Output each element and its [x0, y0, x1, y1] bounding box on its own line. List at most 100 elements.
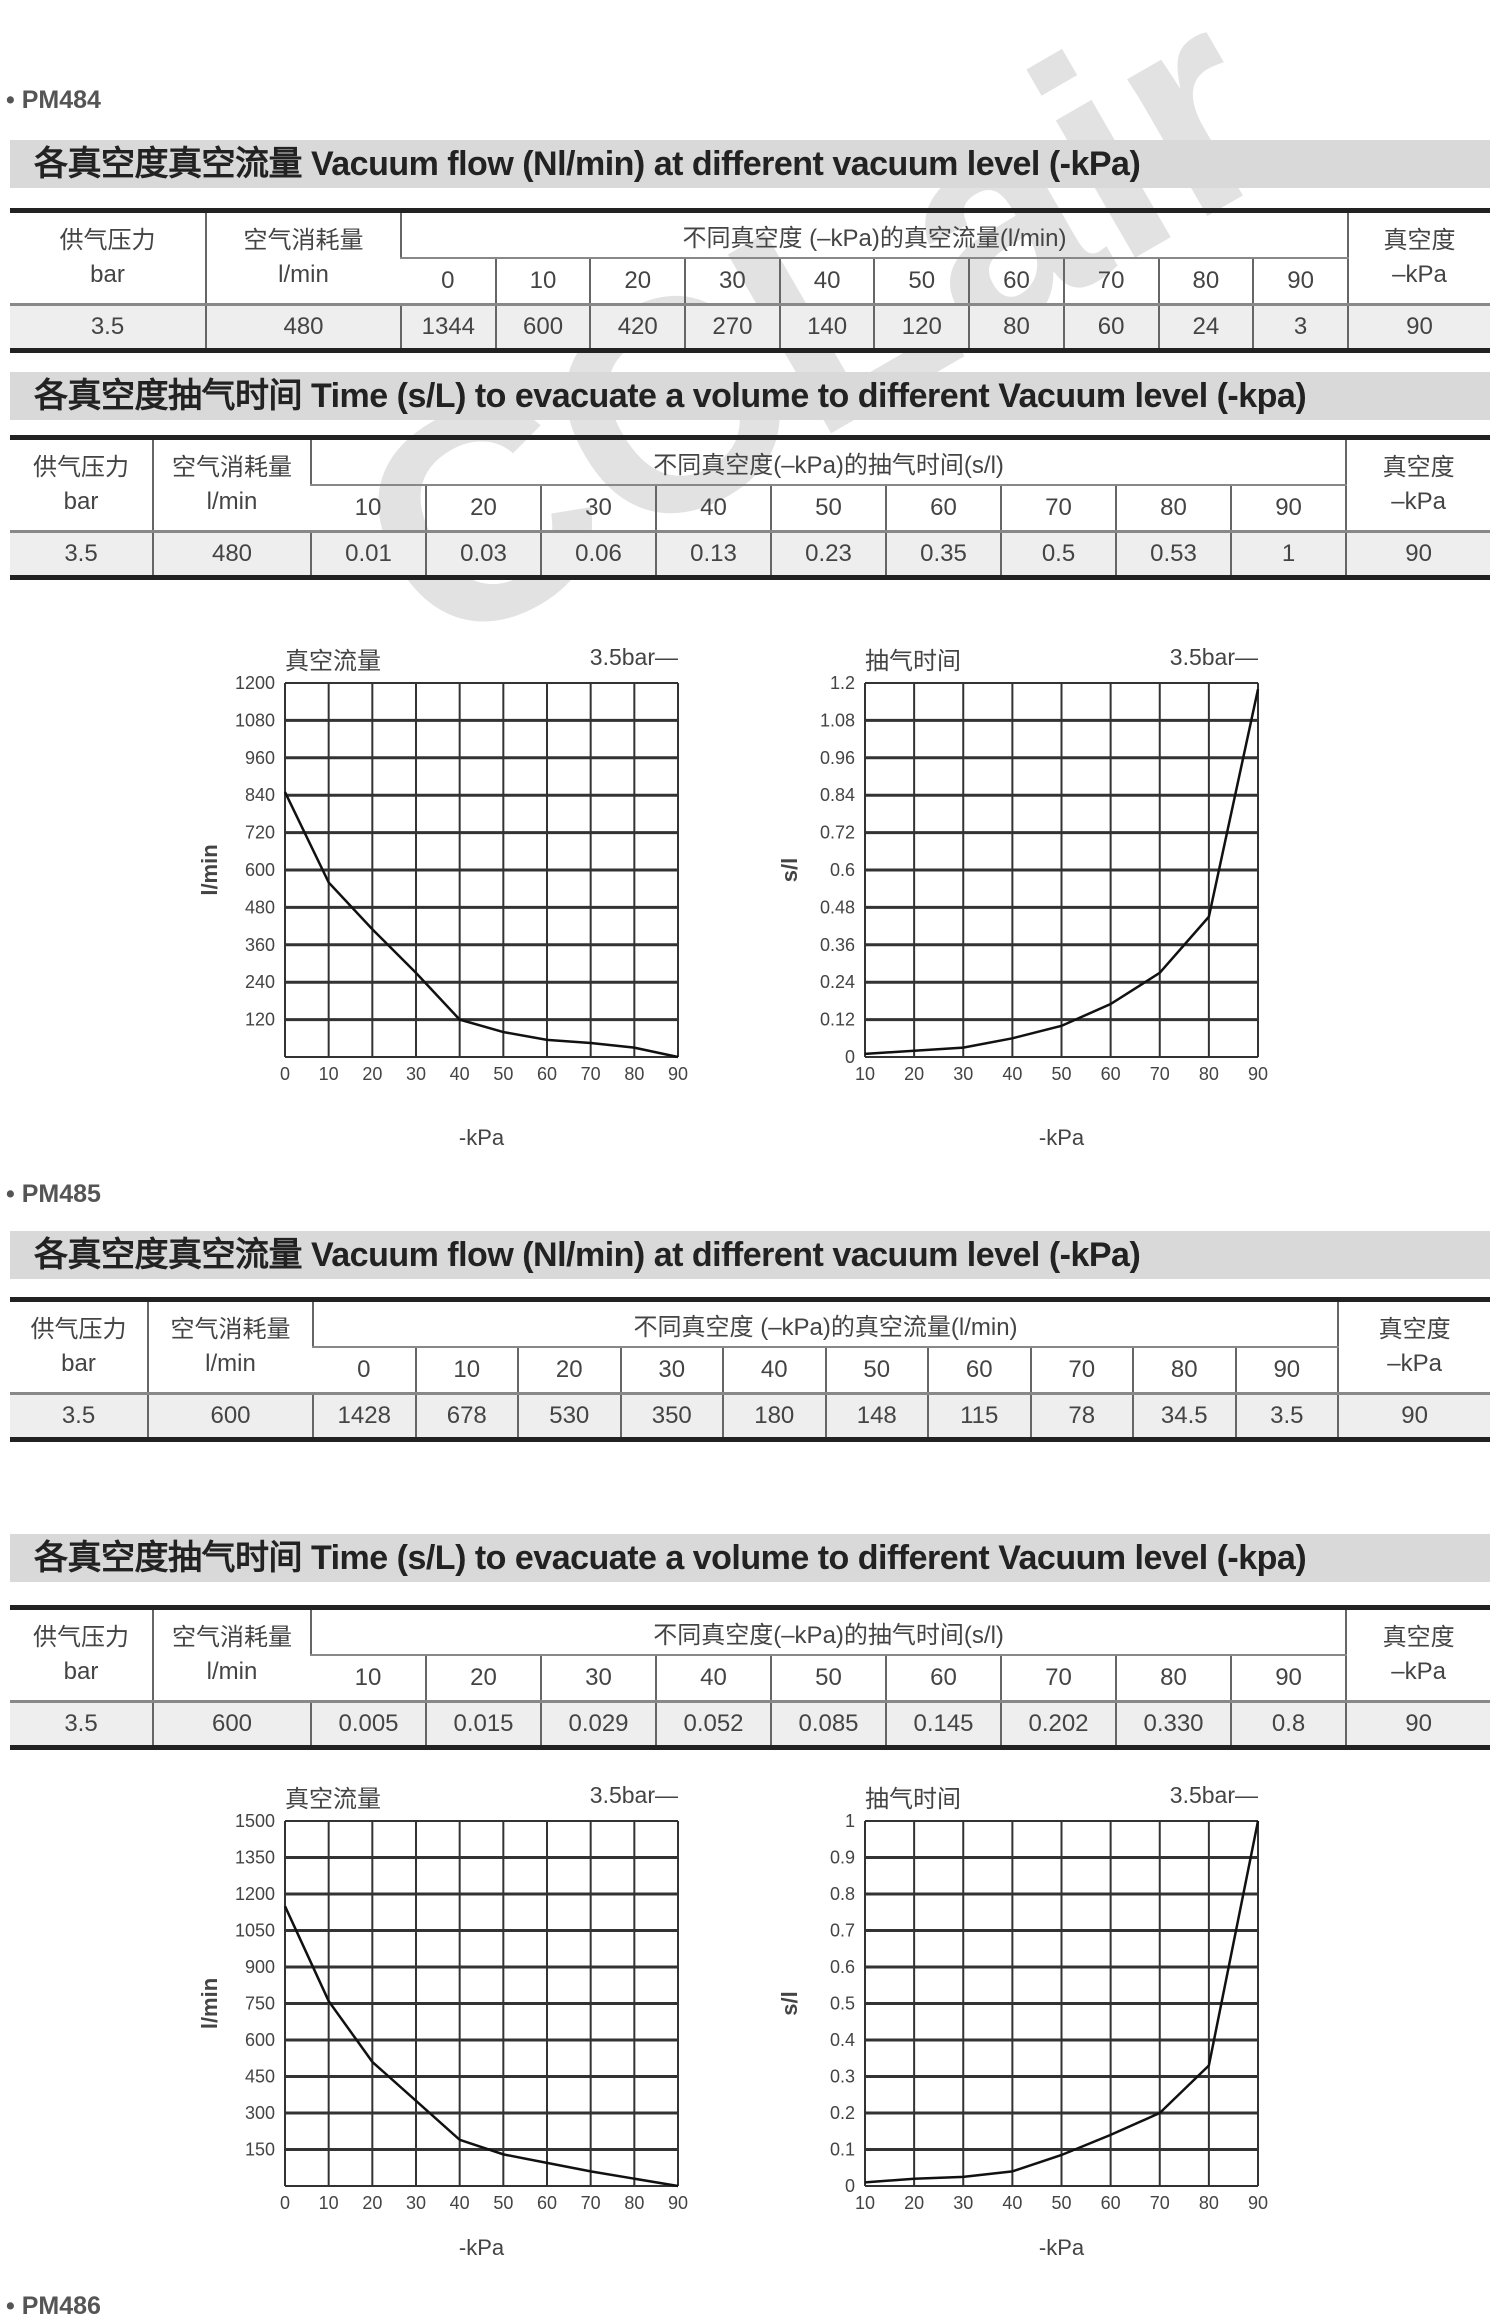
- air-consumption-cell: 600: [152, 1700, 311, 1748]
- x-tick-label: 90: [668, 2193, 688, 2213]
- x-tick-label: 10: [319, 2193, 339, 2213]
- vacuum-level-column-header: 40: [655, 1655, 771, 1702]
- y-tick-label: 0: [845, 1047, 855, 1067]
- header-label: 空气消耗量: [243, 227, 364, 254]
- y-tick-label: 0: [845, 2176, 855, 2196]
- value-cell: 678: [414, 1392, 518, 1440]
- vacuum-flow-table: 供气压力 bar 空气消耗量 l/min 不同真空度 (–kPa)的真空流量(l/min…: [10, 1297, 1491, 1442]
- vacuum-level-column-header: 30: [684, 258, 780, 305]
- air-consumption-cell: 600: [147, 1392, 313, 1440]
- y-tick-label: 240: [245, 972, 275, 992]
- vacuum-degree-cell: 90: [1345, 1700, 1491, 1748]
- supply-pressure-cell: 3.5: [10, 1700, 153, 1748]
- vacuum-flow-table: 供气压力 bar 空气消耗量 l/min 不同真空度 (–kPa)的真空流量(l/min…: [10, 208, 1490, 353]
- y-tick-label: 360: [245, 935, 275, 955]
- value-cell: 270: [684, 303, 780, 351]
- y-tick-label: 0.48: [820, 897, 855, 917]
- x-tick-label: 10: [855, 1064, 875, 1084]
- vacuum-level-column-header: 30: [619, 1347, 723, 1394]
- x-tick-label: 30: [953, 2193, 973, 2213]
- y-tick-label: 120: [245, 1010, 275, 1030]
- air-consumption-cell: 480: [152, 530, 311, 578]
- vacuum-level-column-header: 40: [722, 1347, 826, 1394]
- value-cell: 0.085: [770, 1700, 886, 1748]
- vacuum-level-column-header: 10: [354, 494, 382, 521]
- y-axis-label: s/l: [777, 858, 802, 882]
- x-tick-label: 70: [581, 2193, 601, 2213]
- value-cell: 1344: [400, 303, 496, 351]
- vacuum-degree-cell: 90: [1346, 303, 1490, 351]
- vacuum-level-column-header: 0: [441, 267, 455, 294]
- vacuum-level-column-header: 90: [1234, 1347, 1339, 1394]
- value-cell: 115: [927, 1392, 1031, 1440]
- vacuum-level-column-header: 20: [589, 258, 686, 305]
- x-tick-label: 60: [537, 2193, 557, 2213]
- x-tick-label: 70: [1150, 2193, 1170, 2213]
- value-cell: 0.052: [655, 1700, 771, 1748]
- vacuum-level-column-header: 90: [1229, 485, 1347, 532]
- x-tick-label: 20: [362, 2193, 382, 2213]
- table-row: 3.5 600 0.005 0.015 0.029 0.052 0.085 0.145 0.20…: [10, 1700, 1491, 1748]
- vacuum-degree-header: 真空度 –kPa: [1337, 1299, 1491, 1394]
- x-tick-label: 80: [1199, 1064, 1219, 1084]
- x-tick-label: 90: [1248, 1064, 1268, 1084]
- value-cell: 78: [1029, 1392, 1133, 1440]
- x-tick-label: 20: [904, 2193, 924, 2213]
- table-row: 3.5 480 0.01 0.03 0.06 0.13 0.23 0.35 0.5 0.53 1 90: [10, 530, 1491, 578]
- y-tick-label: 0.5: [830, 1994, 855, 2014]
- value-cell: 80: [968, 303, 1064, 351]
- table-row: 3.5 480 1344 600 420 270 140 120 80 60 24 3 90: [10, 303, 1490, 351]
- y-tick-label: 0.8: [830, 1884, 855, 1904]
- header-label: 真空度: [1378, 1316, 1451, 1343]
- supply-pressure-header: 供气压力 bar: [10, 211, 206, 305]
- vacuum-degree-cell: 90: [1345, 530, 1491, 578]
- value-cell: 600: [494, 303, 591, 351]
- y-tick-label: 750: [245, 1994, 275, 2014]
- model-label-pm486: • PM486: [6, 2292, 101, 2320]
- x-tick-label: 70: [581, 1064, 601, 1084]
- x-tick-label: 40: [450, 2193, 470, 2213]
- vacuum-level-column-header: 60: [885, 485, 1001, 532]
- y-tick-label: 0.2: [830, 2103, 855, 2123]
- x-tick-label: 90: [668, 1064, 688, 1084]
- chart-row-pm485: 0 10 20 30 40 50 60 70 80 90150300450600750900105…: [197, 1782, 1268, 2260]
- supply-pressure-header: 供气压力 bar: [10, 1608, 153, 1702]
- value-cell: 0.029: [540, 1700, 656, 1748]
- value-cell: 0.13: [655, 530, 771, 578]
- value-cell: 420: [589, 303, 686, 351]
- y-tick-label: 0.96: [820, 748, 855, 768]
- air-consumption-header: 空气消耗量 l/min: [152, 1607, 311, 1702]
- vacuum-level-column-header: 50: [873, 258, 970, 305]
- vacuum-degree-cell: 90: [1337, 1392, 1491, 1440]
- y-tick-label: 0.3: [830, 2067, 855, 2087]
- x-tick-label: 40: [450, 1064, 470, 1084]
- x-tick-label: 50: [493, 2193, 513, 2213]
- x-tick-label: 80: [624, 1064, 644, 1084]
- header-label: 空气消耗量: [172, 1624, 292, 1651]
- x-tick-label: 60: [1101, 1064, 1121, 1084]
- vacuum-degree-header: 真空度 –kPa: [1345, 437, 1491, 532]
- line-chart: 0 10 20 30 40 50 60 70 80 90 120 240 360 480 600 720 840…: [197, 644, 688, 1150]
- value-cell: 3.5: [1234, 1392, 1339, 1440]
- supply-pressure-header: 供气压力 bar: [10, 438, 153, 532]
- header-unit: l/min: [278, 261, 329, 288]
- x-tick-label: 90: [1248, 2193, 1268, 2213]
- vacuum-level-column-header: 60: [885, 1655, 1001, 1702]
- vacuum-degree-header: 真空度 –kPa: [1345, 1607, 1491, 1702]
- vacuum-level-column-header: 50: [770, 485, 886, 532]
- value-cell: 0.53: [1115, 530, 1231, 578]
- x-tick-label: 0: [280, 1064, 290, 1084]
- value-cell: 24: [1157, 303, 1254, 351]
- value-cell: 120: [873, 303, 970, 351]
- x-tick-label: 20: [362, 1064, 382, 1084]
- vacuum-level-column-header: 40: [778, 258, 875, 305]
- header-label: 供气压力: [30, 1316, 127, 1343]
- value-cell: 350: [619, 1392, 723, 1440]
- time-section-title: 各真空度抽气时间 Time (s/L) to evacuate a volume…: [10, 1534, 1490, 1582]
- vacuum-level-column-header: 80: [1132, 1347, 1236, 1394]
- vacuum-level-column-header: 80: [1115, 1655, 1231, 1702]
- vacuum-degree-header: 真空度 –kPa: [1346, 210, 1490, 305]
- y-tick-label: 1200: [235, 673, 275, 693]
- header-unit: l/min: [206, 488, 258, 515]
- value-cell: 1428: [312, 1392, 416, 1440]
